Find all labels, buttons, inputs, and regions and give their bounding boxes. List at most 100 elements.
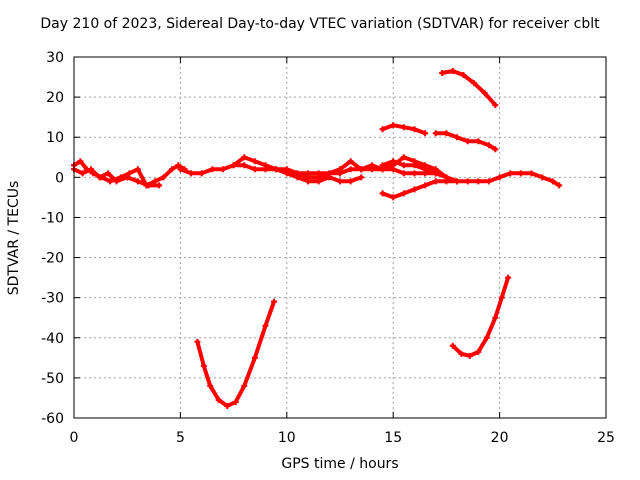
- data-point: [160, 174, 167, 181]
- data-point: [194, 338, 201, 345]
- data-point: [517, 170, 524, 177]
- plot-frame: [73, 56, 607, 419]
- y-tick-label: -50: [41, 371, 64, 387]
- data-point: [368, 162, 375, 169]
- data-point: [498, 294, 505, 301]
- data-point: [273, 166, 280, 173]
- data-point: [400, 162, 407, 169]
- data-point: [124, 174, 131, 181]
- series-line: [440, 69, 498, 108]
- data-point: [432, 178, 439, 185]
- data-point: [471, 80, 478, 87]
- data-point: [347, 166, 354, 173]
- data-point: [79, 170, 86, 177]
- data-point: [422, 182, 429, 189]
- data-point: [168, 166, 175, 173]
- data-point: [251, 354, 258, 361]
- data-point: [496, 174, 503, 181]
- data-point: [151, 178, 158, 185]
- data-point: [411, 162, 418, 169]
- data-point: [232, 398, 239, 405]
- x-tick-label: 25: [597, 430, 615, 446]
- data-point: [443, 178, 450, 185]
- series-arc-6: [379, 158, 563, 189]
- data-point: [241, 382, 248, 389]
- data-point: [283, 170, 290, 177]
- data-point: [188, 170, 195, 177]
- data-point: [400, 124, 407, 131]
- data-point: [251, 166, 258, 173]
- data-point: [454, 134, 461, 141]
- data-point: [230, 162, 237, 169]
- data-point: [262, 322, 269, 329]
- series-layer: [71, 68, 563, 409]
- y-tick-label: -30: [41, 291, 64, 307]
- data-point: [224, 402, 231, 409]
- data-point: [443, 130, 450, 137]
- data-point: [96, 174, 103, 181]
- series-arc-12: [449, 274, 512, 359]
- data-point: [337, 178, 343, 185]
- y-tick-label: 30: [46, 50, 64, 66]
- series-arc-7: [379, 178, 461, 201]
- data-point: [358, 166, 365, 173]
- x-tick-label: 20: [491, 430, 509, 446]
- data-point: [411, 170, 418, 177]
- data-point: [107, 178, 114, 185]
- data-point: [483, 334, 490, 341]
- data-point: [475, 178, 482, 185]
- series-arc-10: [439, 68, 499, 109]
- data-point: [379, 162, 386, 169]
- data-point: [485, 178, 492, 185]
- ticks: 0 5 10 15 20 25 30 20 10 0 -10 -20 -30 -40 -50 -60: [41, 50, 615, 446]
- series-arc-1: [71, 158, 188, 189]
- data-point: [209, 166, 216, 173]
- data-point: [464, 178, 471, 185]
- data-point: [337, 166, 343, 173]
- data-point: [88, 166, 95, 173]
- y-tick-label: 10: [46, 130, 64, 146]
- data-point: [505, 274, 512, 281]
- data-point: [77, 158, 84, 165]
- data-point: [485, 142, 492, 149]
- data-point: [105, 170, 112, 177]
- data-point: [528, 170, 535, 177]
- x-tick-label: 5: [176, 430, 185, 446]
- series-line: [72, 167, 162, 188]
- data-point: [200, 362, 207, 369]
- data-point: [215, 396, 222, 403]
- data-point: [241, 162, 248, 169]
- series-arc-8: [379, 122, 429, 137]
- data-point: [432, 170, 439, 177]
- data-point: [305, 174, 312, 181]
- data-point: [475, 138, 482, 145]
- y-tick-label: -40: [41, 331, 64, 347]
- data-point: [449, 68, 456, 75]
- data-point: [411, 186, 418, 193]
- data-point: [422, 166, 429, 173]
- data-point: [458, 350, 465, 357]
- data-point: [262, 162, 269, 169]
- data-point: [134, 178, 141, 185]
- data-point: [126, 170, 133, 177]
- x-axis-label: GPS time / hours: [281, 456, 399, 472]
- data-point: [315, 174, 322, 181]
- data-point: [556, 182, 563, 189]
- series-line: [450, 275, 511, 358]
- y-tick-label: -20: [41, 251, 64, 267]
- series-arc-5: [294, 154, 461, 185]
- data-point: [294, 170, 301, 177]
- data-point: [475, 348, 482, 355]
- data-point: [390, 158, 397, 165]
- data-point: [454, 178, 461, 185]
- data-point: [492, 314, 499, 321]
- data-point: [464, 138, 471, 145]
- series-arc-4: [230, 154, 365, 185]
- x-tick-label: 0: [70, 430, 79, 446]
- data-point: [432, 130, 439, 137]
- data-point: [411, 126, 418, 133]
- data-point: [177, 166, 184, 173]
- data-point: [549, 178, 556, 185]
- y-tick-label: 20: [46, 90, 64, 106]
- chart-title: Day 210 of 2023, Sidereal Day-to-day VTE…: [40, 16, 600, 32]
